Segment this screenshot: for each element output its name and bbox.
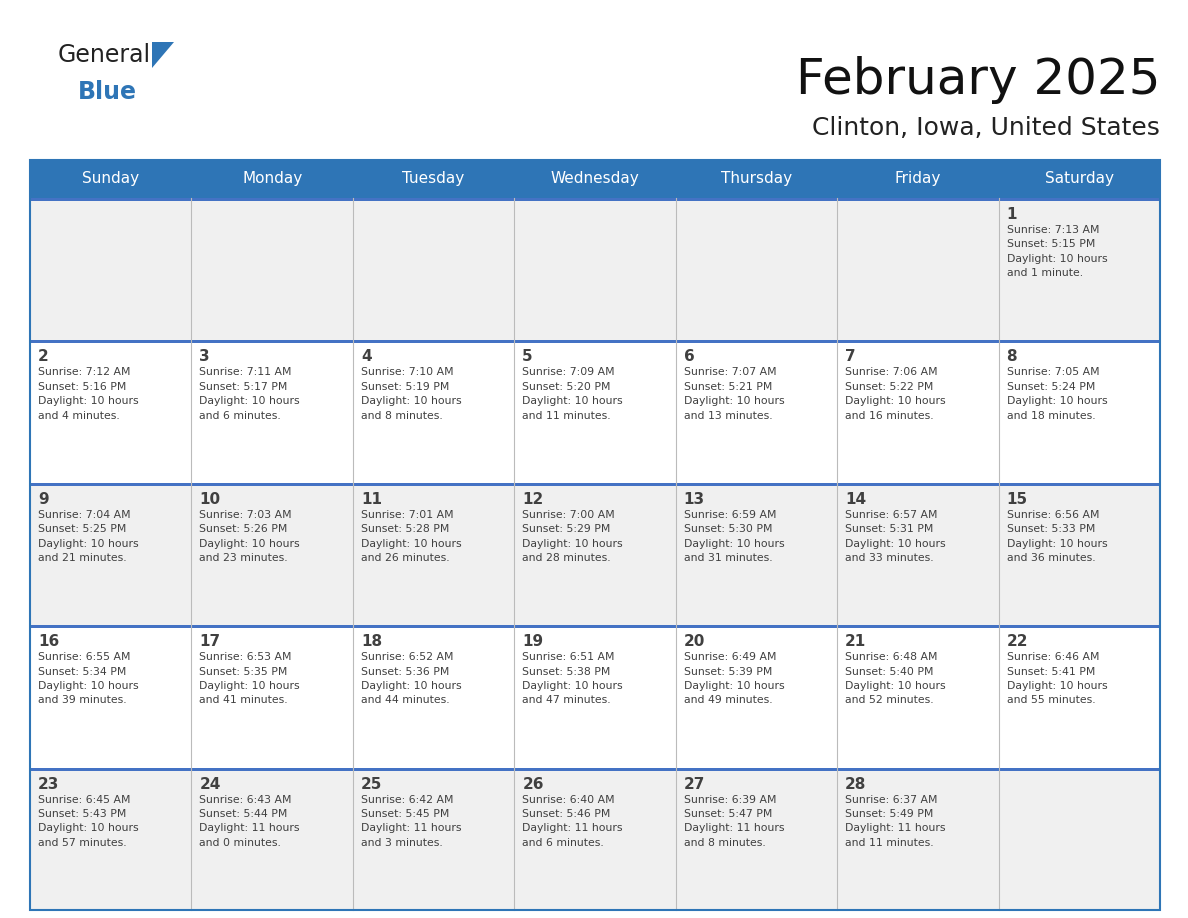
Text: Sunrise: 6:39 AM
Sunset: 5:47 PM
Daylight: 11 hours
and 8 minutes.: Sunrise: 6:39 AM Sunset: 5:47 PM Dayligh…: [684, 795, 784, 848]
Text: Sunrise: 6:52 AM
Sunset: 5:36 PM
Daylight: 10 hours
and 44 minutes.: Sunrise: 6:52 AM Sunset: 5:36 PM Dayligh…: [361, 652, 461, 705]
Text: Sunrise: 7:01 AM
Sunset: 5:28 PM
Daylight: 10 hours
and 26 minutes.: Sunrise: 7:01 AM Sunset: 5:28 PM Dayligh…: [361, 509, 461, 563]
Text: Sunrise: 6:51 AM
Sunset: 5:38 PM
Daylight: 10 hours
and 47 minutes.: Sunrise: 6:51 AM Sunset: 5:38 PM Dayligh…: [523, 652, 623, 705]
Text: Sunrise: 7:12 AM
Sunset: 5:16 PM
Daylight: 10 hours
and 4 minutes.: Sunrise: 7:12 AM Sunset: 5:16 PM Dayligh…: [38, 367, 139, 420]
Text: Sunrise: 7:03 AM
Sunset: 5:26 PM
Daylight: 10 hours
and 23 minutes.: Sunrise: 7:03 AM Sunset: 5:26 PM Dayligh…: [200, 509, 301, 563]
Text: Sunrise: 6:42 AM
Sunset: 5:45 PM
Daylight: 11 hours
and 3 minutes.: Sunrise: 6:42 AM Sunset: 5:45 PM Dayligh…: [361, 795, 461, 848]
Text: Friday: Friday: [895, 172, 941, 186]
Text: Wednesday: Wednesday: [550, 172, 639, 186]
Text: Sunrise: 7:10 AM
Sunset: 5:19 PM
Daylight: 10 hours
and 8 minutes.: Sunrise: 7:10 AM Sunset: 5:19 PM Dayligh…: [361, 367, 461, 420]
Text: Sunrise: 7:11 AM
Sunset: 5:17 PM
Daylight: 10 hours
and 6 minutes.: Sunrise: 7:11 AM Sunset: 5:17 PM Dayligh…: [200, 367, 301, 420]
Text: Sunrise: 6:53 AM
Sunset: 5:35 PM
Daylight: 10 hours
and 41 minutes.: Sunrise: 6:53 AM Sunset: 5:35 PM Dayligh…: [200, 652, 301, 705]
Text: 26: 26: [523, 777, 544, 791]
Text: 16: 16: [38, 634, 59, 649]
Text: Sunrise: 6:59 AM
Sunset: 5:30 PM
Daylight: 10 hours
and 31 minutes.: Sunrise: 6:59 AM Sunset: 5:30 PM Dayligh…: [684, 509, 784, 563]
Text: Tuesday: Tuesday: [403, 172, 465, 186]
Bar: [30, 160, 1159, 910]
Text: Sunrise: 7:13 AM
Sunset: 5:15 PM
Daylight: 10 hours
and 1 minute.: Sunrise: 7:13 AM Sunset: 5:15 PM Dayligh…: [1006, 225, 1107, 278]
Text: Sunrise: 7:04 AM
Sunset: 5:25 PM
Daylight: 10 hours
and 21 minutes.: Sunrise: 7:04 AM Sunset: 5:25 PM Dayligh…: [38, 509, 139, 563]
Text: Thursday: Thursday: [721, 172, 792, 186]
Polygon shape: [152, 42, 173, 68]
Text: 20: 20: [684, 634, 706, 649]
Text: Sunrise: 6:48 AM
Sunset: 5:40 PM
Daylight: 10 hours
and 52 minutes.: Sunrise: 6:48 AM Sunset: 5:40 PM Dayligh…: [845, 652, 946, 705]
Text: 15: 15: [1006, 492, 1028, 507]
Bar: [30, 341, 1159, 483]
Text: Sunrise: 7:09 AM
Sunset: 5:20 PM
Daylight: 10 hours
and 11 minutes.: Sunrise: 7:09 AM Sunset: 5:20 PM Dayligh…: [523, 367, 623, 420]
Text: 7: 7: [845, 350, 855, 364]
Text: 23: 23: [38, 777, 59, 791]
Text: 1: 1: [1006, 207, 1017, 222]
Bar: [30, 198, 1159, 201]
Text: 25: 25: [361, 777, 383, 791]
Text: Sunrise: 6:57 AM
Sunset: 5:31 PM
Daylight: 10 hours
and 33 minutes.: Sunrise: 6:57 AM Sunset: 5:31 PM Dayligh…: [845, 509, 946, 563]
Text: 24: 24: [200, 777, 221, 791]
Text: 6: 6: [684, 350, 695, 364]
Text: Sunrise: 6:43 AM
Sunset: 5:44 PM
Daylight: 11 hours
and 0 minutes.: Sunrise: 6:43 AM Sunset: 5:44 PM Dayligh…: [200, 795, 299, 848]
Text: 9: 9: [38, 492, 49, 507]
Bar: [30, 767, 1159, 910]
Text: 2: 2: [38, 350, 49, 364]
Text: 17: 17: [200, 634, 221, 649]
Text: 4: 4: [361, 350, 372, 364]
Text: Sunday: Sunday: [82, 172, 139, 186]
Text: Sunrise: 7:05 AM
Sunset: 5:24 PM
Daylight: 10 hours
and 18 minutes.: Sunrise: 7:05 AM Sunset: 5:24 PM Dayligh…: [1006, 367, 1107, 420]
Text: Monday: Monday: [242, 172, 302, 186]
Text: Saturday: Saturday: [1044, 172, 1114, 186]
Text: 3: 3: [200, 350, 210, 364]
Text: General: General: [58, 43, 151, 67]
Text: Sunrise: 7:06 AM
Sunset: 5:22 PM
Daylight: 10 hours
and 16 minutes.: Sunrise: 7:06 AM Sunset: 5:22 PM Dayligh…: [845, 367, 946, 420]
Text: 27: 27: [684, 777, 706, 791]
Text: February 2025: February 2025: [796, 56, 1159, 104]
Text: 12: 12: [523, 492, 544, 507]
Bar: [30, 625, 1159, 628]
Text: 14: 14: [845, 492, 866, 507]
Text: Sunrise: 6:49 AM
Sunset: 5:39 PM
Daylight: 10 hours
and 49 minutes.: Sunrise: 6:49 AM Sunset: 5:39 PM Dayligh…: [684, 652, 784, 705]
Text: Sunrise: 6:46 AM
Sunset: 5:41 PM
Daylight: 10 hours
and 55 minutes.: Sunrise: 6:46 AM Sunset: 5:41 PM Dayligh…: [1006, 652, 1107, 705]
Text: 11: 11: [361, 492, 381, 507]
Text: 21: 21: [845, 634, 866, 649]
Text: Clinton, Iowa, United States: Clinton, Iowa, United States: [813, 116, 1159, 140]
Text: 22: 22: [1006, 634, 1028, 649]
Bar: [30, 483, 1159, 486]
Text: 10: 10: [200, 492, 221, 507]
Bar: [30, 160, 1159, 198]
Text: 19: 19: [523, 634, 543, 649]
Bar: [30, 625, 1159, 767]
Text: Sunrise: 6:56 AM
Sunset: 5:33 PM
Daylight: 10 hours
and 36 minutes.: Sunrise: 6:56 AM Sunset: 5:33 PM Dayligh…: [1006, 509, 1107, 563]
Text: Blue: Blue: [78, 80, 137, 104]
Bar: [30, 341, 1159, 343]
Text: Sunrise: 6:40 AM
Sunset: 5:46 PM
Daylight: 11 hours
and 6 minutes.: Sunrise: 6:40 AM Sunset: 5:46 PM Dayligh…: [523, 795, 623, 848]
Text: Sunrise: 6:37 AM
Sunset: 5:49 PM
Daylight: 11 hours
and 11 minutes.: Sunrise: 6:37 AM Sunset: 5:49 PM Dayligh…: [845, 795, 946, 848]
Text: 5: 5: [523, 350, 533, 364]
Text: Sunrise: 7:00 AM
Sunset: 5:29 PM
Daylight: 10 hours
and 28 minutes.: Sunrise: 7:00 AM Sunset: 5:29 PM Dayligh…: [523, 509, 623, 563]
Text: 8: 8: [1006, 350, 1017, 364]
Text: 28: 28: [845, 777, 866, 791]
Text: Sunrise: 6:55 AM
Sunset: 5:34 PM
Daylight: 10 hours
and 39 minutes.: Sunrise: 6:55 AM Sunset: 5:34 PM Dayligh…: [38, 652, 139, 705]
Bar: [30, 483, 1159, 625]
Text: Sunrise: 6:45 AM
Sunset: 5:43 PM
Daylight: 10 hours
and 57 minutes.: Sunrise: 6:45 AM Sunset: 5:43 PM Dayligh…: [38, 795, 139, 848]
Text: Sunrise: 7:07 AM
Sunset: 5:21 PM
Daylight: 10 hours
and 13 minutes.: Sunrise: 7:07 AM Sunset: 5:21 PM Dayligh…: [684, 367, 784, 420]
Text: 18: 18: [361, 634, 383, 649]
Text: 13: 13: [684, 492, 704, 507]
Bar: [30, 767, 1159, 770]
Bar: [30, 198, 1159, 341]
